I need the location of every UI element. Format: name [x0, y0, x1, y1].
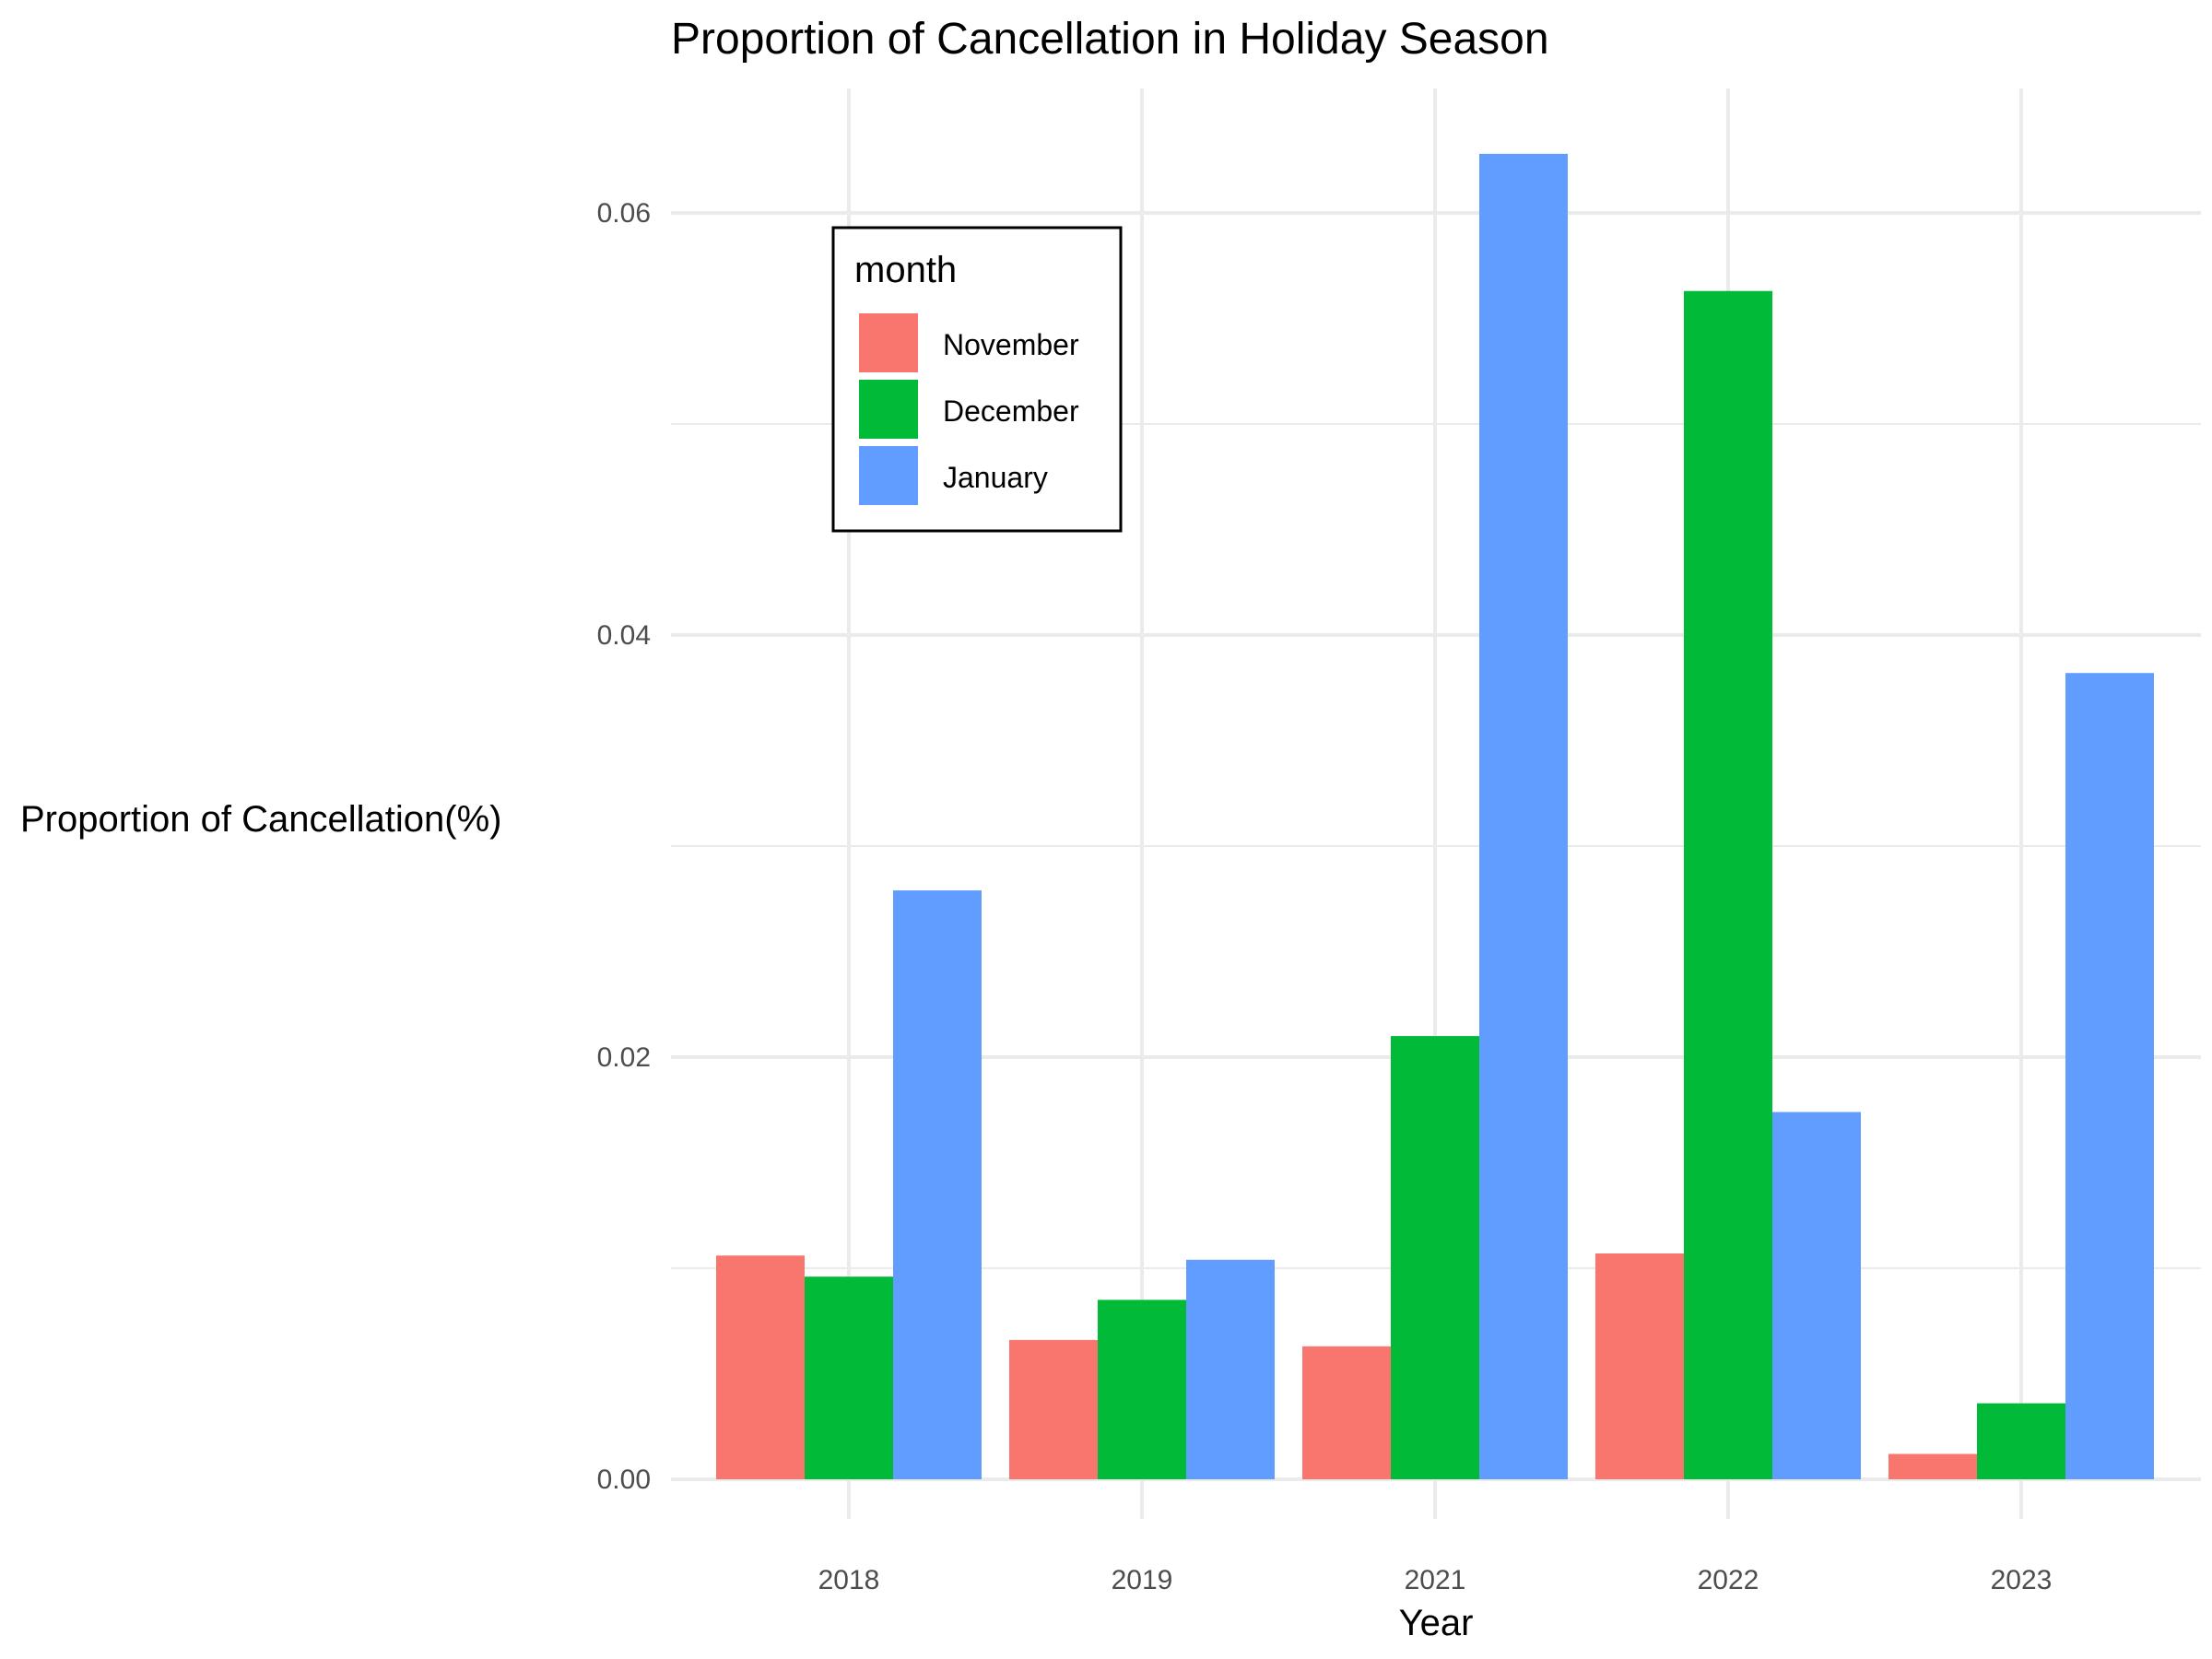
bar-november-2023: [1888, 1453, 1977, 1479]
y-tick-label: 0.02: [597, 1042, 651, 1073]
bar-january-2018: [893, 890, 982, 1479]
y-tick-label: 0.06: [597, 198, 651, 229]
bar-january-2021: [1479, 153, 1568, 1479]
bar-november-2019: [1009, 1339, 1098, 1479]
x-axis-title: Year: [1399, 1603, 1474, 1643]
x-tick-label: 2019: [1112, 1565, 1173, 1595]
bars-layer: [716, 153, 2154, 1480]
legend-label-january: January: [943, 461, 1048, 494]
legend-label-december: December: [943, 394, 1079, 428]
bar-december-2021: [1391, 1036, 1479, 1479]
bar-december-2023: [1977, 1403, 2065, 1479]
legend: month November December January: [831, 226, 1123, 533]
legend-swatch-december: [859, 380, 918, 439]
bar-december-2019: [1098, 1300, 1186, 1479]
bar-january-2019: [1186, 1259, 1275, 1479]
x-tick-label: 2023: [1991, 1565, 2053, 1595]
y-tick-label: 0.04: [597, 620, 651, 651]
legend-title: month: [854, 250, 957, 290]
bar-december-2022: [1684, 290, 1772, 1480]
legend-label-november: November: [943, 328, 1079, 361]
x-tick-label: 2022: [1698, 1565, 1759, 1595]
y-tick-label: 0.00: [597, 1465, 651, 1495]
y-axis-title: Proportion of Cancellation(%): [20, 799, 501, 840]
ticks-layer: 0.00 0.02 0.04 0.06 2018 2019 2021 2022 2023: [597, 198, 2053, 1595]
bar-november-2022: [1595, 1253, 1684, 1479]
bar-november-2021: [1302, 1346, 1391, 1479]
bar-december-2018: [805, 1277, 893, 1479]
bar-november-2018: [716, 1255, 805, 1479]
bar-january-2022: [1772, 1112, 1861, 1479]
chart-title: Proportion of Cancellation in Holiday Se…: [671, 15, 1549, 64]
legend-swatch-january: [859, 446, 918, 505]
legend-swatch-november: [859, 313, 918, 372]
x-tick-label: 2021: [1405, 1565, 1466, 1595]
x-tick-label: 2018: [818, 1565, 880, 1595]
bar-january-2023: [2065, 673, 2154, 1479]
legend-items: November December January: [859, 313, 1079, 505]
